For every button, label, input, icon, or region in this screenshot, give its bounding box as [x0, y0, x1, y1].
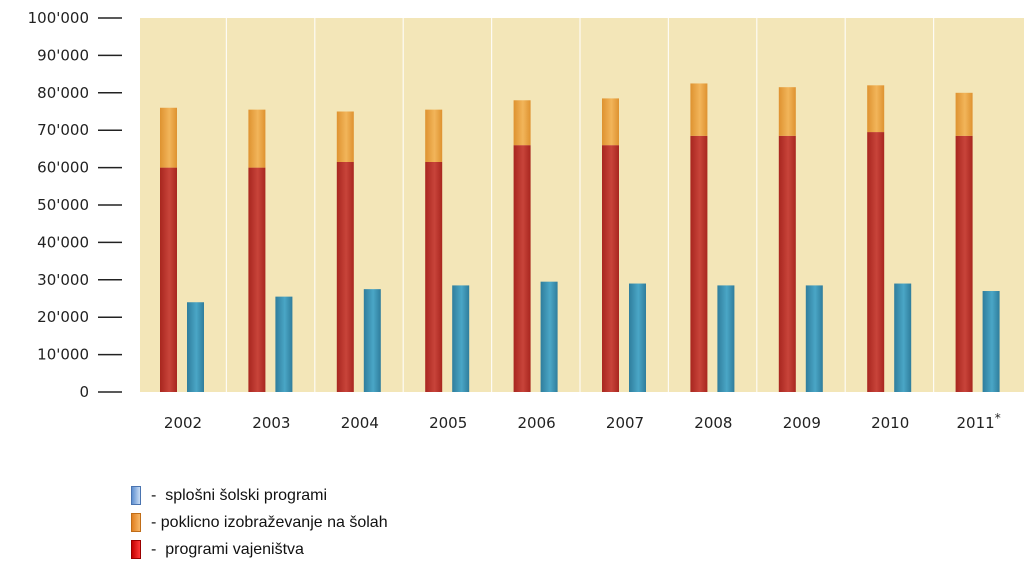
legend-label-splosni: - splošni šolski programi: [151, 486, 328, 504]
y-tick-label: 20'000: [37, 308, 89, 326]
y-tick-label: 30'000: [37, 271, 89, 289]
bar-poklicno: [867, 85, 885, 133]
y-tick-label: 0: [79, 383, 89, 401]
bar-splosni: [187, 302, 204, 392]
legend-swatch-orange: [131, 513, 141, 532]
bar-vajenistvo: [160, 167, 177, 392]
legend-item-vajenistvo: - programi vajeništva: [131, 536, 388, 563]
x-axis: 2002 2003 2004 2005 2006 2007 2008 2009 2010 2011…: [164, 411, 1001, 432]
bar-vajenistvo: [955, 135, 973, 392]
plot-background: [140, 18, 1024, 392]
x-tick-label: 2009: [783, 414, 821, 432]
bar-poklicno: [602, 98, 619, 146]
bar-vajenistvo: [513, 145, 531, 392]
legend: - splošni šolski programi - poklicno izo…: [131, 482, 388, 563]
bar-poklicno: [955, 92, 973, 136]
x-tick-label: 2007: [606, 414, 644, 432]
bar-splosni: [452, 285, 470, 392]
y-tick-label: 90'000: [37, 46, 89, 64]
x-tick-label: 2008: [694, 414, 732, 432]
bar-vajenistvo: [248, 167, 266, 392]
y-tick-label: 100'000: [28, 9, 89, 27]
legend-item-poklicno: - poklicno izobraževanje na šolah: [131, 509, 388, 536]
y-tick-label: 40'000: [37, 233, 89, 251]
bar-vajenistvo: [867, 132, 885, 392]
bar-splosni: [894, 283, 912, 392]
bar-poklicno: [778, 87, 796, 136]
bar-vajenistvo: [425, 161, 443, 392]
legend-item-splosni: - splošni šolski programi: [131, 482, 388, 509]
grid-lines: [225, 18, 935, 392]
bars: [160, 83, 1000, 392]
x-tick-suffix: *: [995, 411, 1001, 425]
bar-vajenistvo: [602, 145, 619, 392]
x-tick-label: 2006: [518, 414, 556, 432]
legend-swatch-red: [131, 540, 141, 559]
y-tick-label: 50'000: [37, 196, 89, 214]
bar-splosni: [629, 283, 646, 392]
bar-poklicno: [248, 109, 266, 168]
y-tick-label: 60'000: [37, 159, 89, 177]
x-tick-label: 2011*: [957, 411, 1001, 432]
bar-splosni: [805, 285, 823, 392]
legend-label-vajenistvo: - programi vajeništva: [151, 540, 304, 558]
bar-poklicno: [690, 83, 708, 136]
bar-poklicno: [336, 111, 354, 162]
x-tick-label: 2003: [252, 414, 290, 432]
y-tick-label: 70'000: [37, 121, 89, 139]
bar-poklicno: [425, 109, 443, 162]
legend-label-poklicno: - poklicno izobraževanje na šolah: [151, 513, 388, 531]
x-tick-label: 2005: [429, 414, 467, 432]
bar-splosni: [717, 285, 735, 392]
bar-vajenistvo: [336, 161, 354, 392]
bar-splosni: [982, 291, 1000, 392]
bar-splosni: [275, 296, 293, 392]
bar-poklicno: [513, 100, 531, 146]
bar-vajenistvo: [778, 135, 796, 392]
y-axis: 0 10'000 20'000 30'000 40'000 50'000 60'000 70'…: [28, 9, 122, 401]
x-tick-label: 2002: [164, 414, 202, 432]
x-tick-label: 2010: [871, 414, 909, 432]
y-tick-label: 10'000: [37, 346, 89, 364]
bar-splosni: [363, 289, 381, 392]
y-tick-label: 80'000: [37, 84, 89, 102]
bar-chart: 0 10'000 20'000 30'000 40'000 50'000 60'000 70'…: [28, 9, 1024, 432]
bar-splosni: [540, 281, 558, 392]
bar-vajenistvo: [690, 135, 708, 392]
legend-swatch-blue: [131, 486, 141, 505]
bar-poklicno: [160, 107, 177, 168]
x-tick-label: 2004: [341, 414, 379, 432]
